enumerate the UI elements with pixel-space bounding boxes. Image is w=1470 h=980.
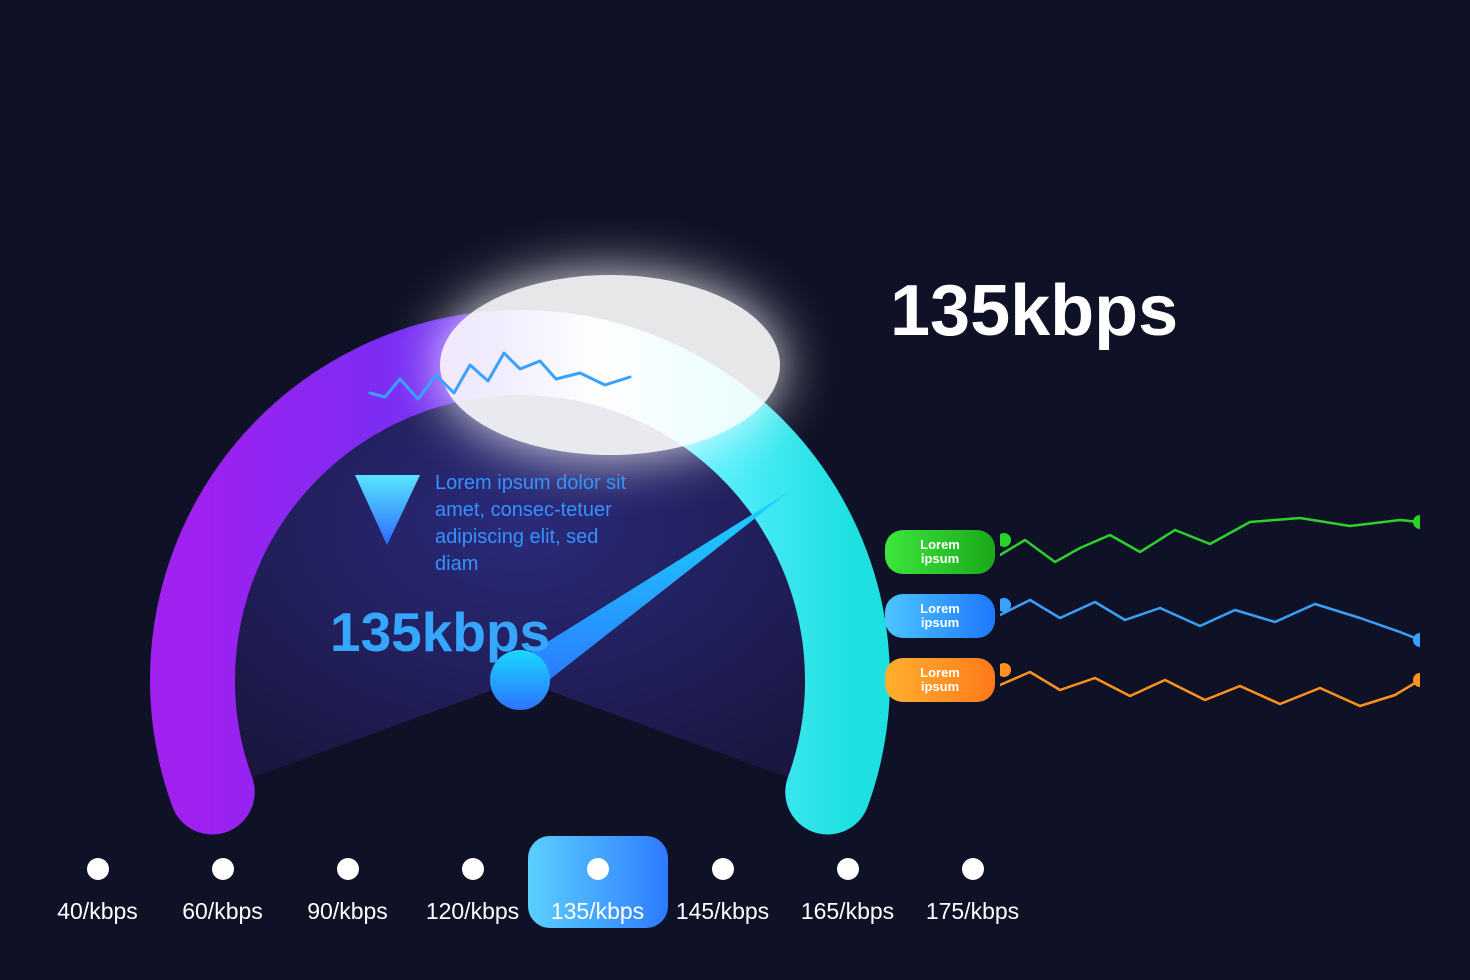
step-label: 40/kbps — [57, 898, 138, 925]
speed-step-40[interactable]: 40/kbps — [35, 858, 160, 925]
step-dot-icon — [587, 858, 609, 880]
step-dot-icon — [837, 858, 859, 880]
step-label: 60/kbps — [182, 898, 263, 925]
legend-item-0: Loremipsum — [885, 530, 995, 574]
speed-steps: 40/kbps 60/kbps 90/kbps 120/kbps 135/kbps 145… — [35, 858, 1035, 925]
legend-item-label: Loremipsum — [920, 602, 960, 629]
gauge-big-reading: 135kbps — [890, 270, 1178, 352]
gauge-inner-speed: 135kbps — [330, 600, 550, 664]
step-label: 135/kbps — [551, 898, 644, 925]
step-label: 90/kbps — [307, 898, 388, 925]
gauge-svg — [80, 60, 980, 860]
step-label: 145/kbps — [676, 898, 769, 925]
gauge-description-text: Lorem ipsum dolor sit amet, consec-tetue… — [435, 472, 626, 575]
legend-item-1: Loremipsum — [885, 594, 995, 638]
speed-step-120[interactable]: 120/kbps — [410, 858, 535, 925]
step-dot-icon — [87, 858, 109, 880]
step-label: 175/kbps — [926, 898, 1019, 925]
step-dot-icon — [712, 858, 734, 880]
gauge-big-reading-text: 135kbps — [890, 271, 1178, 351]
speed-step-135[interactable]: 135/kbps — [535, 858, 660, 925]
gauge-inner-speed-text: 135kbps — [330, 601, 550, 663]
step-dot-icon — [462, 858, 484, 880]
speed-step-145[interactable]: 145/kbps — [660, 858, 785, 925]
legend-item-label: Loremipsum — [920, 666, 960, 693]
step-label: 165/kbps — [801, 898, 894, 925]
speed-step-165[interactable]: 165/kbps — [785, 858, 910, 925]
speed-step-175[interactable]: 175/kbps — [910, 858, 1035, 925]
legend-item-2: Loremipsum — [885, 658, 995, 702]
step-dot-icon — [212, 858, 234, 880]
sparkline-chart — [1000, 500, 1420, 740]
legend-item-label: Loremipsum — [920, 538, 960, 565]
speed-gauge: Lorem ipsum dolor sit amet, consec-tetue… — [80, 60, 880, 760]
speed-step-90[interactable]: 90/kbps — [285, 858, 410, 925]
step-dot-icon — [337, 858, 359, 880]
speed-step-60[interactable]: 60/kbps — [160, 858, 285, 925]
step-label: 120/kbps — [426, 898, 519, 925]
step-dot-icon — [962, 858, 984, 880]
gauge-description: Lorem ipsum dolor sit amet, consec-tetue… — [435, 470, 645, 578]
sparkline-svg — [1000, 500, 1420, 740]
